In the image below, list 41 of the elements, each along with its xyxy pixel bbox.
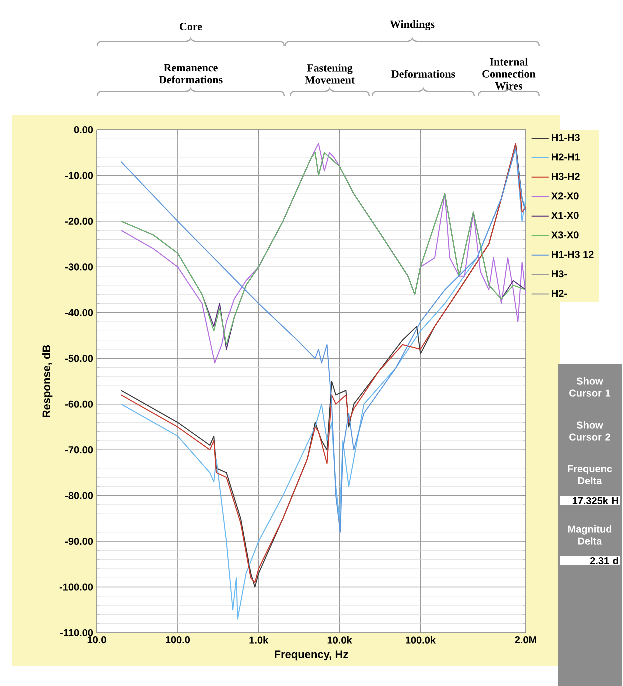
text: 2.31 d (590, 557, 618, 565)
x-tick-label: 1.0k (250, 636, 268, 644)
legend-label: X3-X0 (551, 232, 579, 239)
x-tick-label: 2.0M (515, 636, 536, 644)
x-tick-label: 100.0 (166, 636, 190, 644)
legend-label: H1-H3 (552, 134, 580, 142)
y-tick-label: -110.00 (60, 629, 93, 637)
y-tick-label: -70.00 (65, 446, 93, 454)
text: Remanence Deformations (158, 64, 223, 84)
text: Frequenc Delta (568, 466, 612, 484)
text: 17.325k H (572, 497, 618, 505)
text: Deformations (391, 70, 456, 78)
x-tick-label: 100.0k (406, 636, 436, 644)
legend-label: X2-X0 (551, 192, 579, 200)
legend-label: H3-H2 (552, 173, 580, 180)
text: Internal Connection Wires (482, 58, 536, 90)
legend-label: X1-X0 (551, 212, 579, 220)
y-axis-title: Response, dB (42, 345, 53, 418)
y-tick-label: -100.00 (60, 584, 93, 591)
legend-label: H2- (552, 290, 567, 298)
y-tick-label: -30.00 (65, 264, 93, 271)
text: Core (180, 23, 202, 30)
y-tick-label: -20.00 (65, 218, 93, 225)
y-tick-label: -80.00 (65, 492, 93, 500)
y-tick-label: -90.00 (65, 538, 93, 546)
x-tick-label: 10.0k (328, 636, 352, 644)
y-tick-label: 0.00 (74, 126, 93, 134)
text: Show Cursor 1 (569, 378, 610, 397)
y-tick-label: -40.00 (65, 309, 93, 316)
legend-label: H1-H3 12 (552, 251, 594, 258)
text: Show Cursor 2 (569, 422, 610, 441)
x-tick-label: 10.0 (88, 636, 106, 644)
legend-label: H3- (552, 270, 567, 278)
text: Fastening Movement (304, 64, 355, 84)
y-tick-label: -10.00 (65, 172, 93, 180)
text: Magnitud Delta (568, 526, 612, 545)
legend-label: H2-H1 (552, 154, 580, 161)
x-axis-title: Frequency, Hz (274, 650, 348, 661)
y-tick-label: -60.00 (65, 400, 93, 408)
y-tick-label: -50.00 (65, 355, 93, 362)
text: Windings (390, 20, 435, 30)
